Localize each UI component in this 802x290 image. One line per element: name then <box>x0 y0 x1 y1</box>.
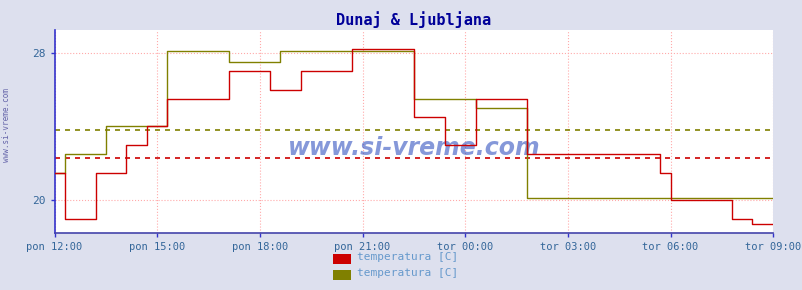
Text: temperatura [C]: temperatura [C] <box>357 268 458 278</box>
Title: Dunaj & Ljubljana: Dunaj & Ljubljana <box>336 11 491 28</box>
Text: www.si-vreme.com: www.si-vreme.com <box>287 136 540 160</box>
Text: www.si-vreme.com: www.si-vreme.com <box>2 88 11 162</box>
Text: temperatura [C]: temperatura [C] <box>357 252 458 262</box>
